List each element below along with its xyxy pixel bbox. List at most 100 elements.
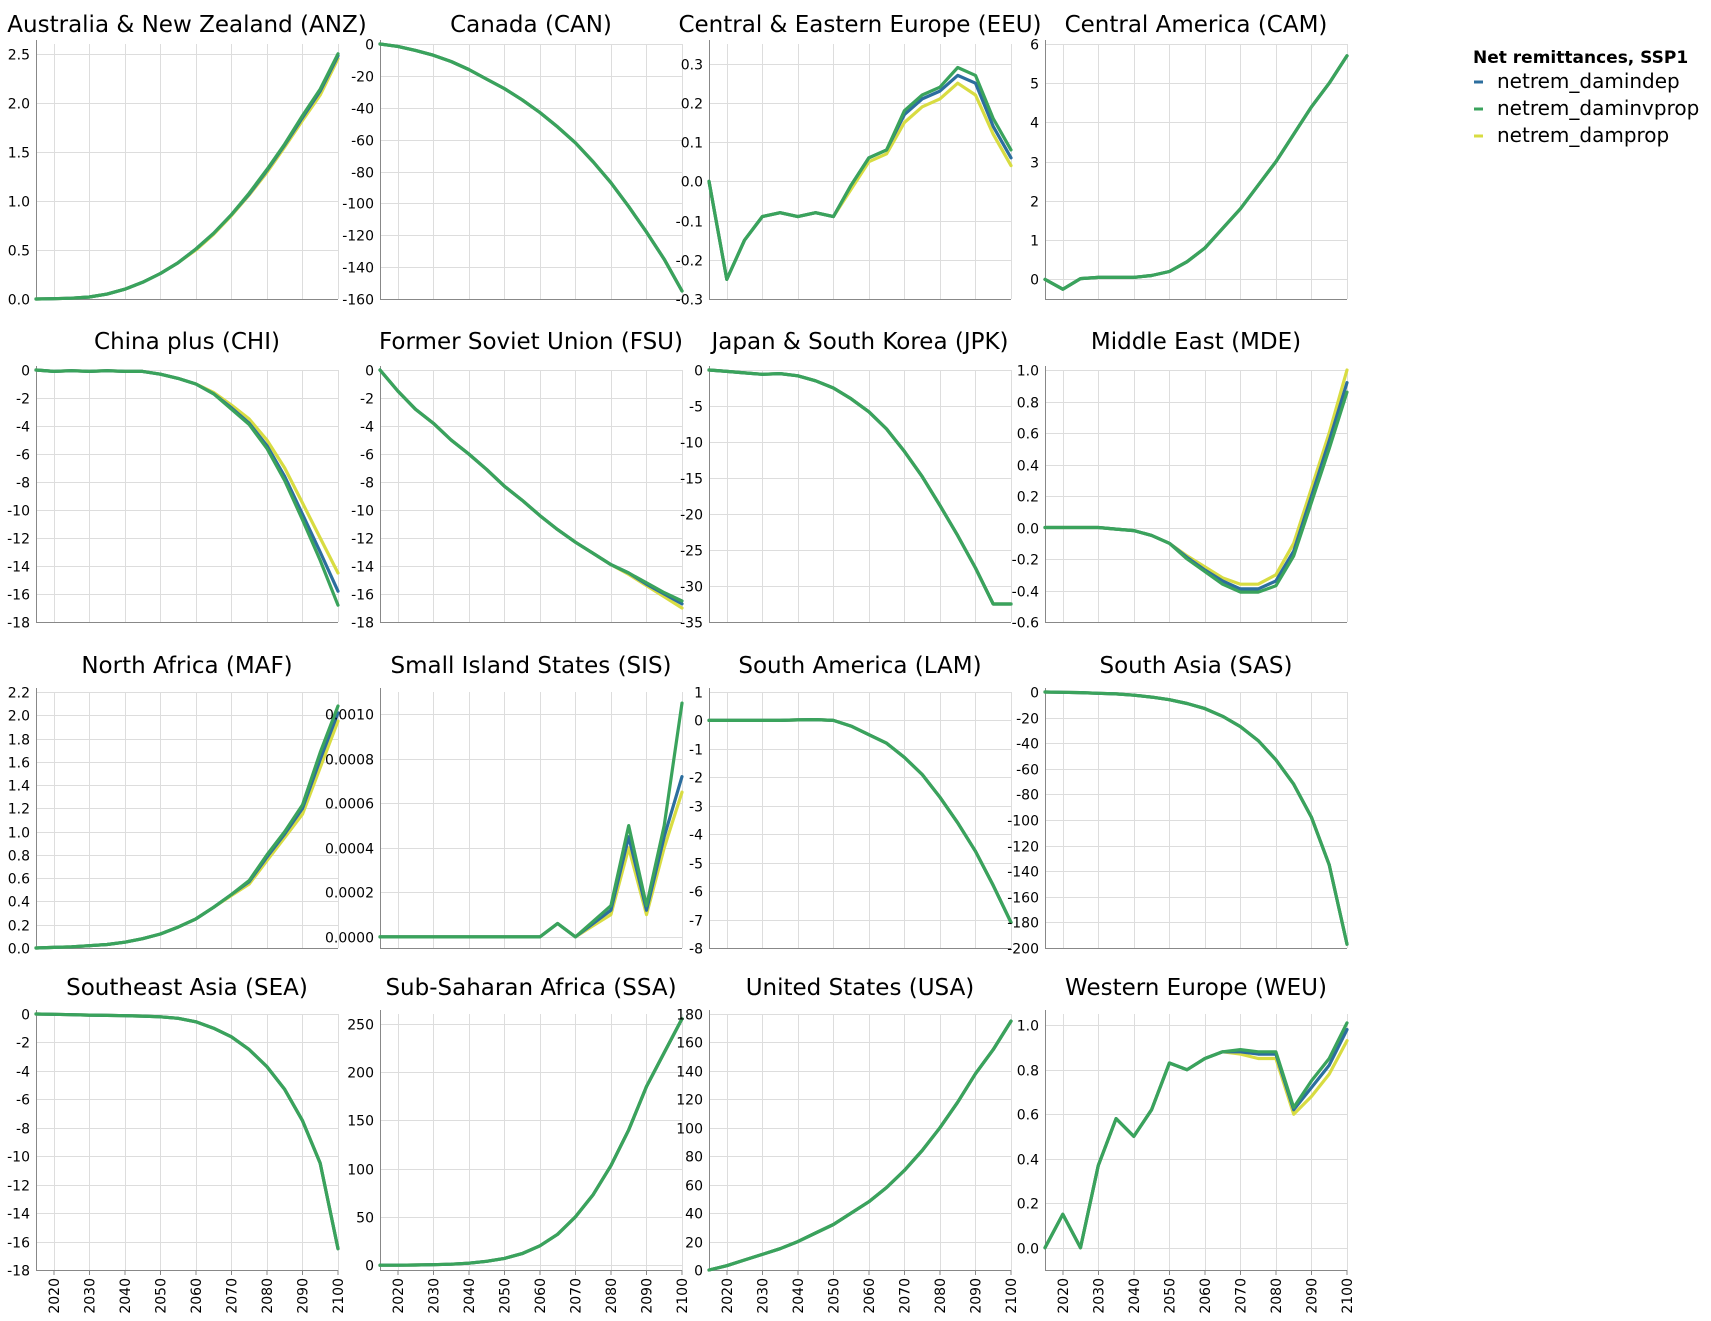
panel-15: Western Europe (WEU) 1.0 0.8 0.6 0.4 0.2 0.0 <box>1017 975 1349 1271</box>
panel-title: Southeast Asia (SEA) <box>66 975 308 1001</box>
y-tick-label: 0.6 <box>8 872 30 888</box>
y-tick-label: 0 <box>365 38 374 54</box>
y-tick-label: -15 <box>680 472 703 488</box>
y-tick-label: 150 <box>347 1114 374 1130</box>
y-tick-label: 0.2 <box>681 97 703 113</box>
series-line-netrem_daminvprop <box>707 717 1013 925</box>
y-tick-label: 5 <box>1030 77 1039 93</box>
y-tick-label: 1.0 <box>8 195 30 211</box>
y-tick-label: 0.0008 <box>325 753 374 769</box>
y-tick-label: -5 <box>689 857 703 873</box>
x-tick-label: 2090 <box>296 1278 312 1314</box>
x-tick-label: 2030 <box>426 1278 442 1314</box>
y-tick-label: 0.8 <box>1017 1064 1039 1080</box>
y-tick-label: 0.6 <box>1017 1108 1039 1124</box>
y-tick-label: -18 <box>7 616 30 632</box>
y-tick-label: -2 <box>689 771 703 787</box>
x-tick-label: 2100 <box>1340 1278 1356 1314</box>
x-tick-label: 2060 <box>862 1278 878 1314</box>
y-tick-label: 120 <box>676 1093 703 1109</box>
panel-title: South Asia (SAS) <box>1100 653 1293 679</box>
y-tick-label: 1.6 <box>8 756 30 772</box>
series-line-netrem_daminvprop <box>707 368 1013 606</box>
panel-2: Central & Eastern Europe (EEU) 0.3 0.2 0.1 0… <box>676 12 1042 309</box>
y-tick-label: 0.2 <box>8 919 30 935</box>
y-tick-label: 180 <box>676 1008 703 1024</box>
y-tick-label: 0.4 <box>1017 1153 1039 1169</box>
series-line-netrem_daminvprop <box>378 368 684 603</box>
y-tick-label: 80 <box>685 1150 703 1166</box>
series-line-netrem_daminvprop <box>707 65 1013 281</box>
y-tick-label: -0.2 <box>676 254 703 270</box>
x-tick-label: 2060 <box>1198 1278 1214 1314</box>
series-line-netrem_damindep <box>34 54 340 301</box>
y-tick-label: -35 <box>680 616 703 632</box>
y-tick-label: 0.3 <box>681 58 703 74</box>
x-tick-label: 2060 <box>533 1278 549 1314</box>
series-line-netrem_damindep <box>34 711 340 950</box>
y-tick-label: 0.0006 <box>325 797 374 813</box>
panel-title: Central America (CAM) <box>1065 12 1328 38</box>
y-tick-label: 0 <box>694 364 703 380</box>
panel-1: Canada (CAN) 0 -20 -40 -60 -80 -100 -120 -140 -16… <box>342 12 684 309</box>
y-tick-label: 0 <box>21 1008 30 1024</box>
y-tick-label: 0 <box>365 364 374 380</box>
y-tick-label: 1.2 <box>8 802 30 818</box>
y-tick-label: -12 <box>351 532 374 548</box>
y-tick-label: -12 <box>7 1179 30 1195</box>
y-tick-label: -0.3 <box>676 293 703 309</box>
y-tick-label: -180 <box>1007 916 1039 932</box>
series-line-netrem_damprop <box>378 1017 684 1267</box>
x-tick-label: 2020 <box>391 1278 407 1314</box>
panel-title: Small Island States (SIS) <box>390 653 671 679</box>
y-tick-label: -14 <box>7 1207 30 1223</box>
y-tick-label: -4 <box>16 420 30 436</box>
y-tick-label: 4 <box>1030 116 1039 132</box>
y-tick-label: -6 <box>16 448 30 464</box>
series-line-netrem_damindep <box>707 1019 1013 1272</box>
series-line-netrem_damprop <box>378 368 684 610</box>
series-line-netrem_damprop <box>34 368 340 575</box>
series-line-netrem_daminvprop <box>378 701 684 939</box>
x-tick-label: 2040 <box>118 1278 134 1314</box>
series-line-netrem_daminvprop <box>34 704 340 950</box>
y-tick-label: 0.0004 <box>325 842 374 858</box>
x-tick-label: 2090 <box>969 1278 985 1314</box>
y-tick-label: -10 <box>351 504 374 520</box>
y-tick-label: 0 <box>694 714 703 730</box>
y-tick-label: -4 <box>16 1065 30 1081</box>
y-tick-label: -5 <box>689 400 703 416</box>
y-tick-label: 0.8 <box>8 849 30 865</box>
y-tick-label: 0.4 <box>8 895 30 911</box>
y-tick-label: -140 <box>1007 865 1039 881</box>
y-tick-label: -4 <box>360 420 374 436</box>
panels-group: Australia & New Zealand (ANZ) 0.0 0.5 1.0 1.… <box>7 12 1349 1280</box>
y-tick-label: -18 <box>7 1264 30 1280</box>
y-tick-label: -40 <box>351 102 374 118</box>
series-line-netrem_damindep <box>378 368 684 606</box>
y-tick-label: 1 <box>1030 234 1039 250</box>
y-tick-label: -7 <box>689 914 703 930</box>
legend-label: netrem_damprop <box>1497 123 1669 147</box>
x-tick-label: 2060 <box>189 1278 205 1314</box>
y-tick-label: 0.0 <box>1017 522 1039 538</box>
x-tick-label: 2020 <box>1056 1278 1072 1314</box>
y-tick-label: 1.0 <box>1017 1019 1039 1035</box>
panel-title: Central & Eastern Europe (EEU) <box>678 12 1041 38</box>
x-tick-label: 2030 <box>82 1278 98 1314</box>
y-tick-label: -25 <box>680 544 703 560</box>
x-tick-label: 2090 <box>640 1278 656 1314</box>
y-tick-label: 1.8 <box>8 733 30 749</box>
x-tick-label: 2070 <box>568 1278 584 1314</box>
panel-11: South Asia (SAS) 0 -20 -40 -60 -80 -100 -120 -14… <box>1007 653 1349 958</box>
series-line-netrem_damindep <box>378 42 684 293</box>
y-tick-label: -14 <box>351 560 374 576</box>
y-tick-label: -0.6 <box>1012 616 1039 632</box>
series-line-netrem_damindep <box>1043 381 1349 591</box>
x-tick-label: 2070 <box>897 1278 913 1314</box>
y-tick-label: 0.8 <box>1017 396 1039 412</box>
series-line-netrem_daminvprop <box>34 52 340 301</box>
y-tick-label: 200 <box>347 1066 374 1082</box>
panel-title: Australia & New Zealand (ANZ) <box>7 12 366 38</box>
y-tick-label: -18 <box>351 616 374 632</box>
